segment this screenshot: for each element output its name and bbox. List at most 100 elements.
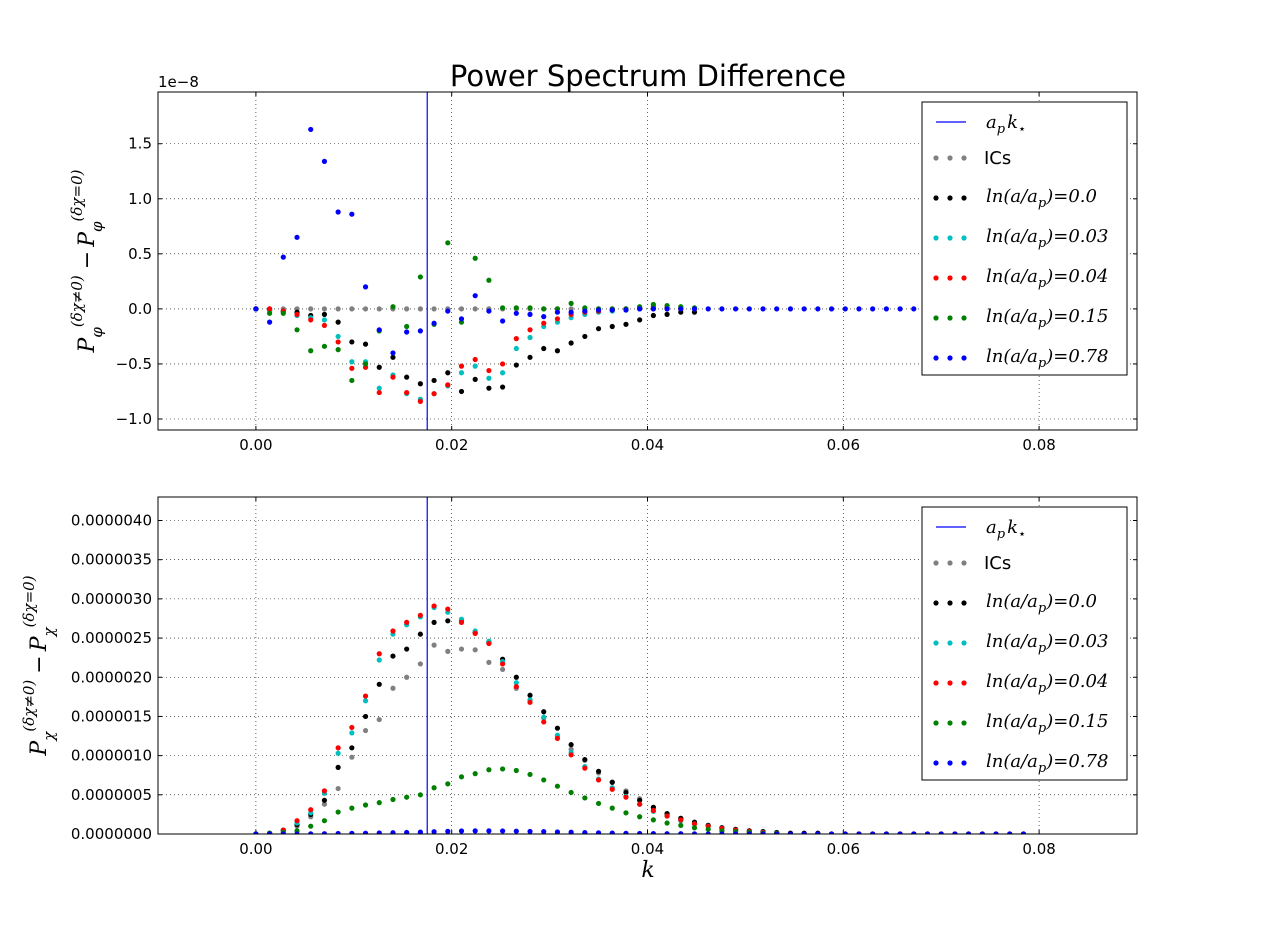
data-point (376, 327, 382, 333)
data-point (897, 306, 903, 312)
y-axis-label: Pχ(δχ≠0)−Pχ(δχ=0) (20, 575, 58, 756)
data-point (404, 374, 410, 380)
y-axis-label: Pφ(δχ≠0)−Pφ(δχ=0) (68, 169, 106, 353)
data-point (417, 398, 423, 404)
data-point (472, 647, 478, 653)
data-point (952, 831, 958, 834)
data-point (404, 829, 410, 834)
data-point (362, 341, 369, 347)
data-point (267, 831, 273, 834)
legend-marker (961, 195, 967, 201)
data-point (650, 807, 656, 814)
data-point (458, 370, 465, 376)
data-point (404, 674, 410, 680)
data-point (705, 306, 711, 312)
legend-label-ln: ln(a/ap)=0.0 (986, 186, 1097, 211)
data-point (513, 336, 519, 342)
axes-frame (157, 91, 1138, 431)
data-point (924, 831, 931, 834)
data-point (1020, 831, 1027, 834)
legend-label-part: p (1038, 641, 1047, 656)
data-point (623, 789, 629, 796)
data-point (554, 309, 561, 315)
data-point (705, 826, 711, 832)
data-point (335, 785, 341, 792)
data-point (321, 818, 328, 824)
data-point (417, 612, 423, 618)
data-point (404, 794, 410, 800)
data-point (390, 830, 396, 834)
y-tick-label: 0.0000035 (71, 551, 152, 569)
axes-frame (157, 496, 1138, 835)
data-point (431, 377, 437, 384)
legend-label-part: p (997, 527, 1006, 542)
data-point (527, 828, 533, 834)
data-point (390, 685, 396, 691)
legend: ap k⋆ICsln(a/ap)=0.0ln(a/ap)=0.03ln(a/ap)… (921, 101, 1128, 376)
legend-marker (961, 235, 967, 241)
data-point (582, 829, 588, 834)
legend-label-ics: ICs (984, 148, 1011, 169)
data-point (349, 306, 355, 312)
data-point (362, 802, 369, 808)
legend-label-ln: ln(a/ap)=0.78 (986, 346, 1108, 371)
y-tick-label: −0.5 (116, 355, 152, 373)
series-4 (253, 766, 780, 834)
data-point (404, 389, 410, 396)
data-point (828, 831, 835, 834)
data-point (376, 681, 382, 687)
data-point (458, 619, 465, 625)
data-point (486, 375, 492, 381)
data-point (472, 356, 478, 363)
data-point (801, 831, 807, 834)
legend-label-part: ln(a/a (986, 591, 1038, 612)
legend-label-part: p (1038, 601, 1047, 616)
data-point (801, 306, 807, 312)
data-point (445, 618, 451, 624)
data-point (527, 327, 533, 333)
y-label-sup: (δχ=0) (20, 575, 38, 627)
y-tick-label: 0.0000040 (71, 512, 152, 530)
data-point (280, 254, 286, 260)
legend-marker (961, 315, 967, 321)
data-point (458, 306, 465, 312)
data-point (650, 831, 656, 834)
data-point (445, 648, 451, 654)
x-tick-label: 0.08 (1022, 436, 1055, 454)
data-point (513, 674, 519, 680)
data-point (431, 785, 437, 791)
legend-marker (961, 760, 967, 766)
legend-label-ln: ln(a/ap)=0.78 (986, 751, 1108, 776)
data-point (513, 310, 519, 316)
data-point (664, 820, 670, 826)
legend-marker (961, 680, 967, 686)
legend-marker (933, 560, 939, 566)
x-tick-label: 0.06 (827, 436, 860, 454)
legend-label-part: p (1038, 276, 1047, 291)
legend-label-part: )=0.78 (1045, 346, 1108, 367)
data-point (486, 828, 492, 834)
data-point (376, 385, 382, 391)
data-point (417, 328, 423, 334)
data-point (527, 699, 533, 705)
data-point (650, 301, 656, 308)
data-point (335, 306, 341, 312)
data-layer (253, 92, 917, 430)
data-point (267, 319, 273, 325)
legend-label-part: p (1038, 356, 1047, 371)
data-point (349, 339, 355, 345)
legend-marker (961, 640, 967, 646)
data-point (815, 831, 821, 834)
legend-label-ics: ICs (984, 553, 1011, 574)
data-point (321, 831, 328, 834)
data-point (993, 831, 999, 834)
data-point (554, 725, 561, 731)
data-point (842, 306, 848, 312)
data-point (541, 306, 547, 312)
data-point (595, 800, 602, 807)
data-point (349, 830, 355, 834)
data-point (417, 792, 423, 798)
legend-marker (947, 640, 953, 646)
legend-label-ln: ln(a/ap)=0.04 (986, 671, 1108, 696)
data-point (321, 797, 328, 803)
